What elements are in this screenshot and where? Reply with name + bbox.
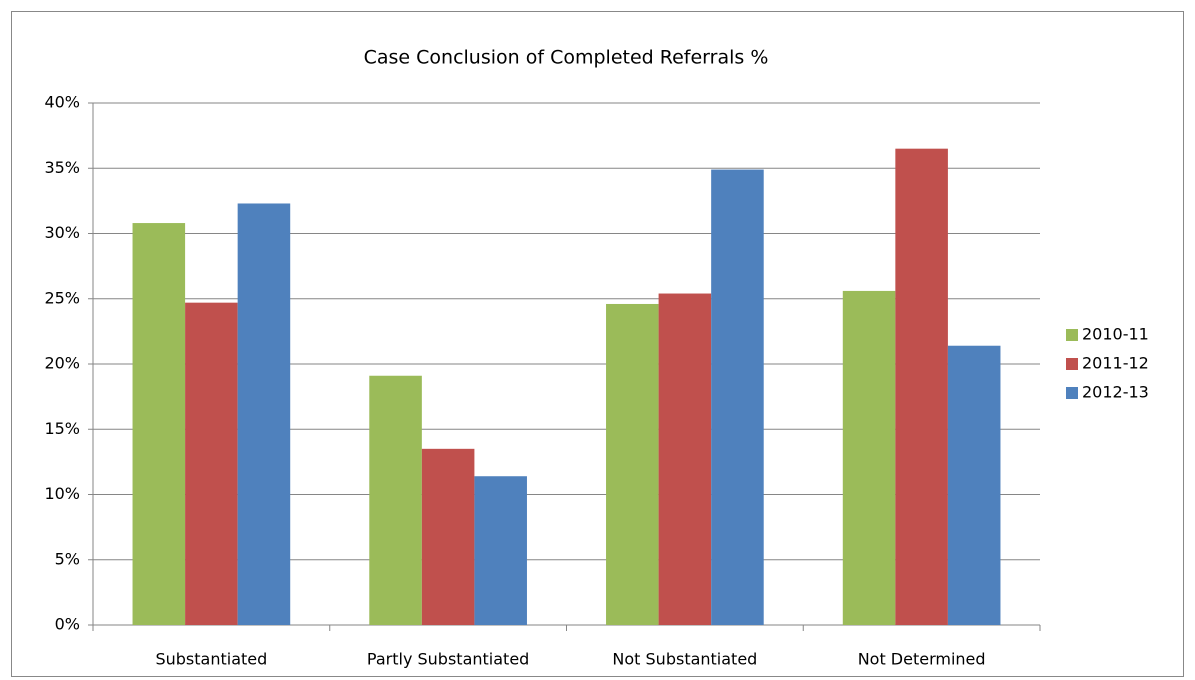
legend-swatch: [1066, 387, 1078, 399]
legend-label: 2010-11: [1082, 325, 1149, 344]
y-tick-label: 10%: [44, 484, 80, 503]
bar: [421, 448, 475, 625]
bar: [132, 223, 186, 625]
legend-label: 2012-13: [1082, 383, 1149, 402]
bar: [711, 169, 764, 625]
x-tick-label: Not Determined: [858, 650, 986, 669]
bar: [842, 290, 896, 625]
bar: [237, 203, 291, 626]
bar: [369, 375, 422, 625]
y-tick-label: 40%: [44, 93, 80, 112]
y-tick-label: 5%: [55, 549, 80, 568]
bar: [658, 293, 712, 625]
x-tick-label: Substantiated: [155, 650, 267, 669]
y-tick-label: 0%: [55, 615, 80, 634]
chart-title: Case Conclusion of Completed Referrals %: [364, 47, 769, 69]
legend-swatch: [1066, 329, 1078, 341]
x-tick-label: Not Substantiated: [612, 650, 757, 669]
y-tick-label: 20%: [44, 354, 80, 373]
y-tick-label: 35%: [44, 158, 80, 177]
bar: [606, 303, 659, 625]
x-tick-label: Partly Substantiated: [367, 650, 529, 669]
legend-swatch: [1066, 358, 1078, 370]
bar: [185, 302, 238, 625]
bar: [947, 345, 1001, 625]
y-tick-label: 25%: [44, 288, 80, 307]
bar: [474, 476, 527, 625]
bar: [895, 148, 948, 626]
legend-label: 2011-12: [1082, 354, 1149, 373]
y-tick-label: 30%: [44, 223, 80, 242]
y-tick-label: 15%: [44, 419, 80, 438]
